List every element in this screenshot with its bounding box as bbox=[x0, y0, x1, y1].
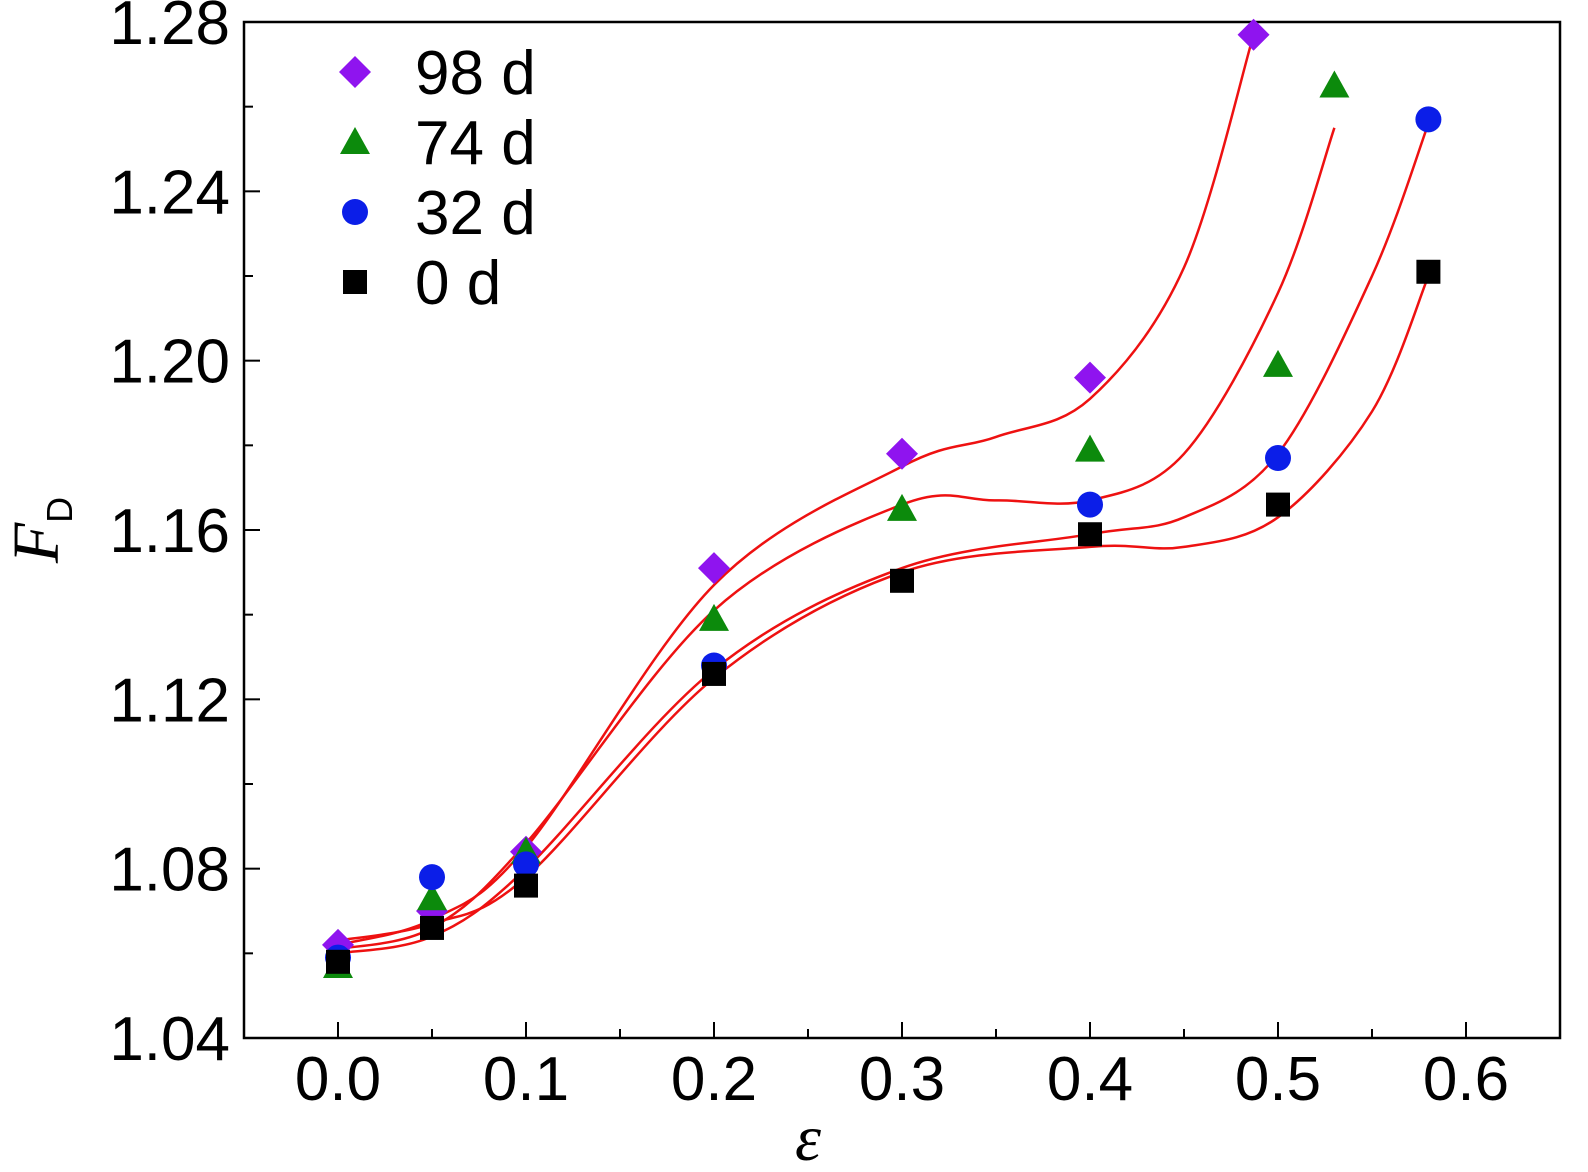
legend-item: 74 d bbox=[340, 109, 536, 178]
legend-label: 98 d bbox=[415, 39, 536, 108]
tick-labels: 0.0 0.1 0.2 0.3 0.4 0.5 0.6 1.04 1.08 1.12 1.16 1.2… bbox=[109, 0, 1509, 1114]
square-marker bbox=[702, 661, 726, 686]
diamond-marker bbox=[886, 437, 918, 470]
y-axis-title-main: F bbox=[0, 522, 73, 564]
circle-marker bbox=[419, 864, 445, 891]
square-marker bbox=[1266, 492, 1290, 517]
square-marker bbox=[420, 915, 444, 940]
legend-diamond-marker bbox=[339, 56, 371, 88]
x-tick-label: 0.5 bbox=[1235, 1045, 1321, 1114]
y-tick-label: 1.12 bbox=[109, 666, 230, 735]
square-marker bbox=[890, 568, 914, 593]
y-axis-title: FD bbox=[0, 497, 80, 564]
diamond-marker bbox=[1074, 361, 1106, 394]
legend-item: 98 d bbox=[339, 39, 536, 108]
x-tick-label: 0.2 bbox=[671, 1045, 757, 1114]
circle-marker bbox=[1415, 106, 1442, 133]
y-axis-title-subscript: D bbox=[39, 497, 80, 523]
y-axis-title-text: FD bbox=[0, 497, 80, 564]
legend-label: 74 d bbox=[415, 109, 536, 178]
fit-line-0-d bbox=[337, 275, 1430, 942]
legend-item: 32 d bbox=[342, 179, 536, 248]
triangle-marker bbox=[417, 883, 447, 911]
axis-ticks bbox=[244, 21, 1467, 1039]
y-tick-label: 1.20 bbox=[109, 328, 230, 397]
y-tick-label: 1.24 bbox=[109, 158, 230, 227]
circle-marker bbox=[1077, 491, 1103, 518]
x-axis-title: ε bbox=[795, 1102, 821, 1172]
square-marker bbox=[514, 873, 538, 898]
circle-marker bbox=[513, 851, 539, 878]
fit-line-98-d bbox=[337, 34, 1255, 947]
legend-label: 32 d bbox=[415, 179, 536, 248]
y-tick-label: 1.08 bbox=[109, 836, 230, 905]
x-tick-label: 0.6 bbox=[1423, 1045, 1509, 1114]
diamond-marker bbox=[698, 552, 730, 585]
diamond-marker bbox=[1237, 18, 1270, 51]
x-tick-label: 0.1 bbox=[483, 1045, 569, 1114]
x-tick-label: 0.0 bbox=[295, 1045, 381, 1114]
triangle-marker bbox=[699, 603, 729, 631]
legend-square-marker bbox=[343, 270, 367, 294]
triangle-marker bbox=[1075, 434, 1105, 462]
y-tick-label: 1.28 bbox=[109, 0, 230, 58]
fit-line-74-d bbox=[337, 127, 1336, 951]
y-tick-label: 1.04 bbox=[109, 1005, 230, 1074]
square-marker bbox=[1078, 522, 1102, 547]
fit-lines bbox=[337, 34, 1430, 955]
square-marker bbox=[1416, 259, 1441, 284]
triangle-marker bbox=[1263, 349, 1293, 377]
triangle-marker bbox=[1319, 70, 1350, 98]
legend-item: 0 d bbox=[343, 249, 501, 318]
triangle-marker bbox=[887, 493, 917, 521]
legend-circle-marker bbox=[342, 199, 368, 225]
legend-label: 0 d bbox=[415, 249, 501, 318]
circle-marker bbox=[1265, 445, 1291, 472]
x-tick-label: 0.4 bbox=[1047, 1045, 1133, 1114]
square-marker bbox=[326, 949, 350, 974]
legend: 98 d74 d32 d0 d bbox=[339, 39, 536, 318]
x-tick-label: 0.3 bbox=[859, 1045, 945, 1114]
legend-triangle-marker bbox=[340, 127, 370, 154]
series-0-d bbox=[326, 259, 1441, 974]
data-markers bbox=[322, 18, 1442, 979]
fit-line-32-d bbox=[337, 123, 1430, 955]
y-tick-label: 1.16 bbox=[109, 497, 230, 566]
